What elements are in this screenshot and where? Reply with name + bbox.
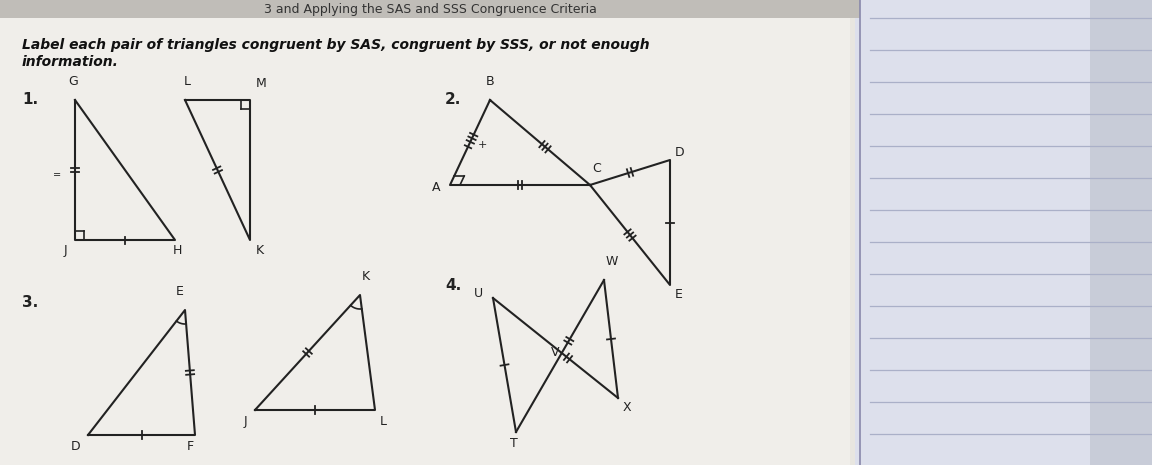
FancyBboxPatch shape: [855, 0, 1152, 465]
Text: 3 and Applying the SAS and SSS Congruence Criteria: 3 and Applying the SAS and SSS Congruenc…: [264, 4, 597, 16]
Text: E: E: [176, 285, 184, 298]
Text: A: A: [432, 180, 440, 193]
FancyBboxPatch shape: [0, 0, 861, 18]
Text: F: F: [187, 440, 194, 453]
Text: 1.: 1.: [22, 92, 38, 107]
Text: Label each pair of triangles congruent by SAS, congruent by SSS, or not enough: Label each pair of triangles congruent b…: [22, 38, 650, 52]
Text: C: C: [592, 162, 600, 175]
Text: J: J: [243, 415, 247, 428]
Text: B: B: [486, 75, 494, 88]
Text: 2.: 2.: [445, 92, 461, 107]
Text: K: K: [256, 244, 264, 257]
Text: L: L: [380, 415, 387, 428]
Text: information.: information.: [22, 55, 119, 69]
Text: D: D: [70, 440, 79, 453]
Text: G: G: [68, 75, 78, 88]
FancyBboxPatch shape: [1090, 0, 1152, 465]
Text: L: L: [183, 75, 190, 88]
Text: +: +: [477, 140, 486, 150]
Text: =: =: [53, 170, 61, 180]
Text: D: D: [675, 146, 684, 159]
Text: 3.: 3.: [22, 295, 38, 310]
Text: U: U: [473, 286, 483, 299]
Text: H: H: [173, 244, 182, 257]
Text: 4.: 4.: [445, 278, 461, 293]
Text: V: V: [551, 345, 560, 359]
Text: K: K: [362, 270, 370, 283]
Text: W: W: [606, 255, 619, 268]
Text: E: E: [675, 288, 683, 301]
Text: X: X: [623, 401, 631, 414]
Text: J: J: [63, 244, 67, 257]
Text: M: M: [256, 77, 267, 90]
Text: T: T: [510, 437, 518, 450]
FancyBboxPatch shape: [0, 0, 850, 465]
